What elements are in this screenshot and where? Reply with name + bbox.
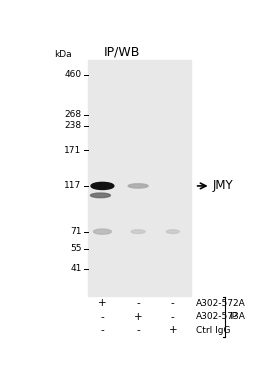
Ellipse shape [93, 229, 111, 234]
Text: -: - [136, 298, 140, 308]
Bar [88, 60, 191, 296]
Text: A302-572A: A302-572A [196, 299, 246, 308]
Text: -: - [101, 325, 104, 335]
Ellipse shape [166, 230, 179, 233]
Text: 117: 117 [64, 181, 82, 190]
Text: -: - [101, 312, 104, 322]
Text: +: + [168, 325, 177, 335]
Text: JMY: JMY [212, 180, 233, 193]
Ellipse shape [128, 184, 148, 188]
Ellipse shape [91, 193, 110, 198]
Text: Ctrl IgG: Ctrl IgG [196, 326, 230, 335]
Text: +: + [98, 298, 107, 308]
Text: -: - [136, 325, 140, 335]
Text: -: - [171, 312, 175, 322]
Text: 71: 71 [70, 227, 82, 236]
Text: +: + [134, 312, 142, 322]
Text: A302-573A: A302-573A [196, 312, 246, 321]
Text: 55: 55 [70, 244, 82, 253]
Text: 460: 460 [65, 70, 82, 79]
Text: IP: IP [229, 312, 237, 321]
Text: 171: 171 [64, 146, 82, 155]
Text: 41: 41 [70, 264, 82, 273]
Text: 268: 268 [65, 110, 82, 119]
Text: kDa: kDa [54, 50, 71, 59]
Ellipse shape [131, 230, 145, 233]
Text: -: - [171, 298, 175, 308]
Ellipse shape [91, 183, 114, 190]
Text: IP/WB: IP/WB [104, 46, 140, 59]
Text: 238: 238 [65, 121, 82, 131]
